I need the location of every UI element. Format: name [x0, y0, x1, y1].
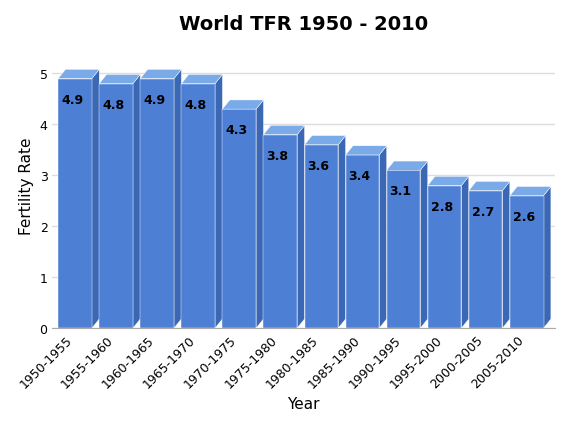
Polygon shape — [215, 75, 222, 328]
Bar — [263, 135, 297, 328]
Polygon shape — [386, 162, 428, 171]
Polygon shape — [133, 75, 140, 328]
Polygon shape — [92, 70, 99, 328]
Bar — [469, 191, 502, 328]
Polygon shape — [304, 136, 345, 145]
Text: 4.8: 4.8 — [184, 99, 206, 112]
Text: 3.8: 3.8 — [266, 150, 288, 162]
Polygon shape — [263, 126, 304, 135]
Polygon shape — [297, 126, 304, 328]
Text: 2.6: 2.6 — [512, 210, 535, 223]
Polygon shape — [222, 101, 263, 110]
Polygon shape — [510, 187, 551, 196]
Bar — [386, 171, 420, 328]
Text: 4.9: 4.9 — [61, 94, 83, 106]
Polygon shape — [174, 70, 181, 328]
Bar — [304, 145, 338, 328]
Text: 3.1: 3.1 — [389, 185, 412, 198]
Bar — [222, 110, 256, 328]
Polygon shape — [461, 177, 469, 328]
Text: 3.6: 3.6 — [307, 160, 329, 173]
Bar — [181, 84, 215, 328]
Bar — [58, 79, 92, 328]
Bar — [510, 196, 544, 328]
Text: 4.9: 4.9 — [143, 94, 165, 106]
Polygon shape — [99, 75, 140, 84]
Polygon shape — [502, 182, 510, 328]
Polygon shape — [181, 75, 222, 84]
Text: 2.8: 2.8 — [430, 200, 453, 213]
Polygon shape — [256, 101, 263, 328]
Polygon shape — [140, 70, 181, 79]
Text: 4.3: 4.3 — [225, 124, 247, 137]
Polygon shape — [379, 147, 386, 328]
Polygon shape — [345, 147, 386, 155]
Y-axis label: Fertility Rate: Fertility Rate — [19, 138, 34, 235]
Text: 4.8: 4.8 — [102, 99, 124, 112]
Text: 2.7: 2.7 — [471, 205, 494, 219]
Bar — [99, 84, 133, 328]
Polygon shape — [338, 136, 345, 328]
Bar — [428, 186, 461, 328]
Title: World TFR 1950 - 2010: World TFR 1950 - 2010 — [179, 15, 428, 34]
Polygon shape — [428, 177, 469, 186]
Polygon shape — [420, 162, 428, 328]
X-axis label: Year: Year — [287, 396, 320, 411]
Text: 3.4: 3.4 — [348, 170, 370, 183]
Bar — [140, 79, 174, 328]
Polygon shape — [58, 70, 99, 79]
Bar — [345, 155, 379, 328]
Polygon shape — [469, 182, 510, 191]
Polygon shape — [544, 187, 551, 328]
